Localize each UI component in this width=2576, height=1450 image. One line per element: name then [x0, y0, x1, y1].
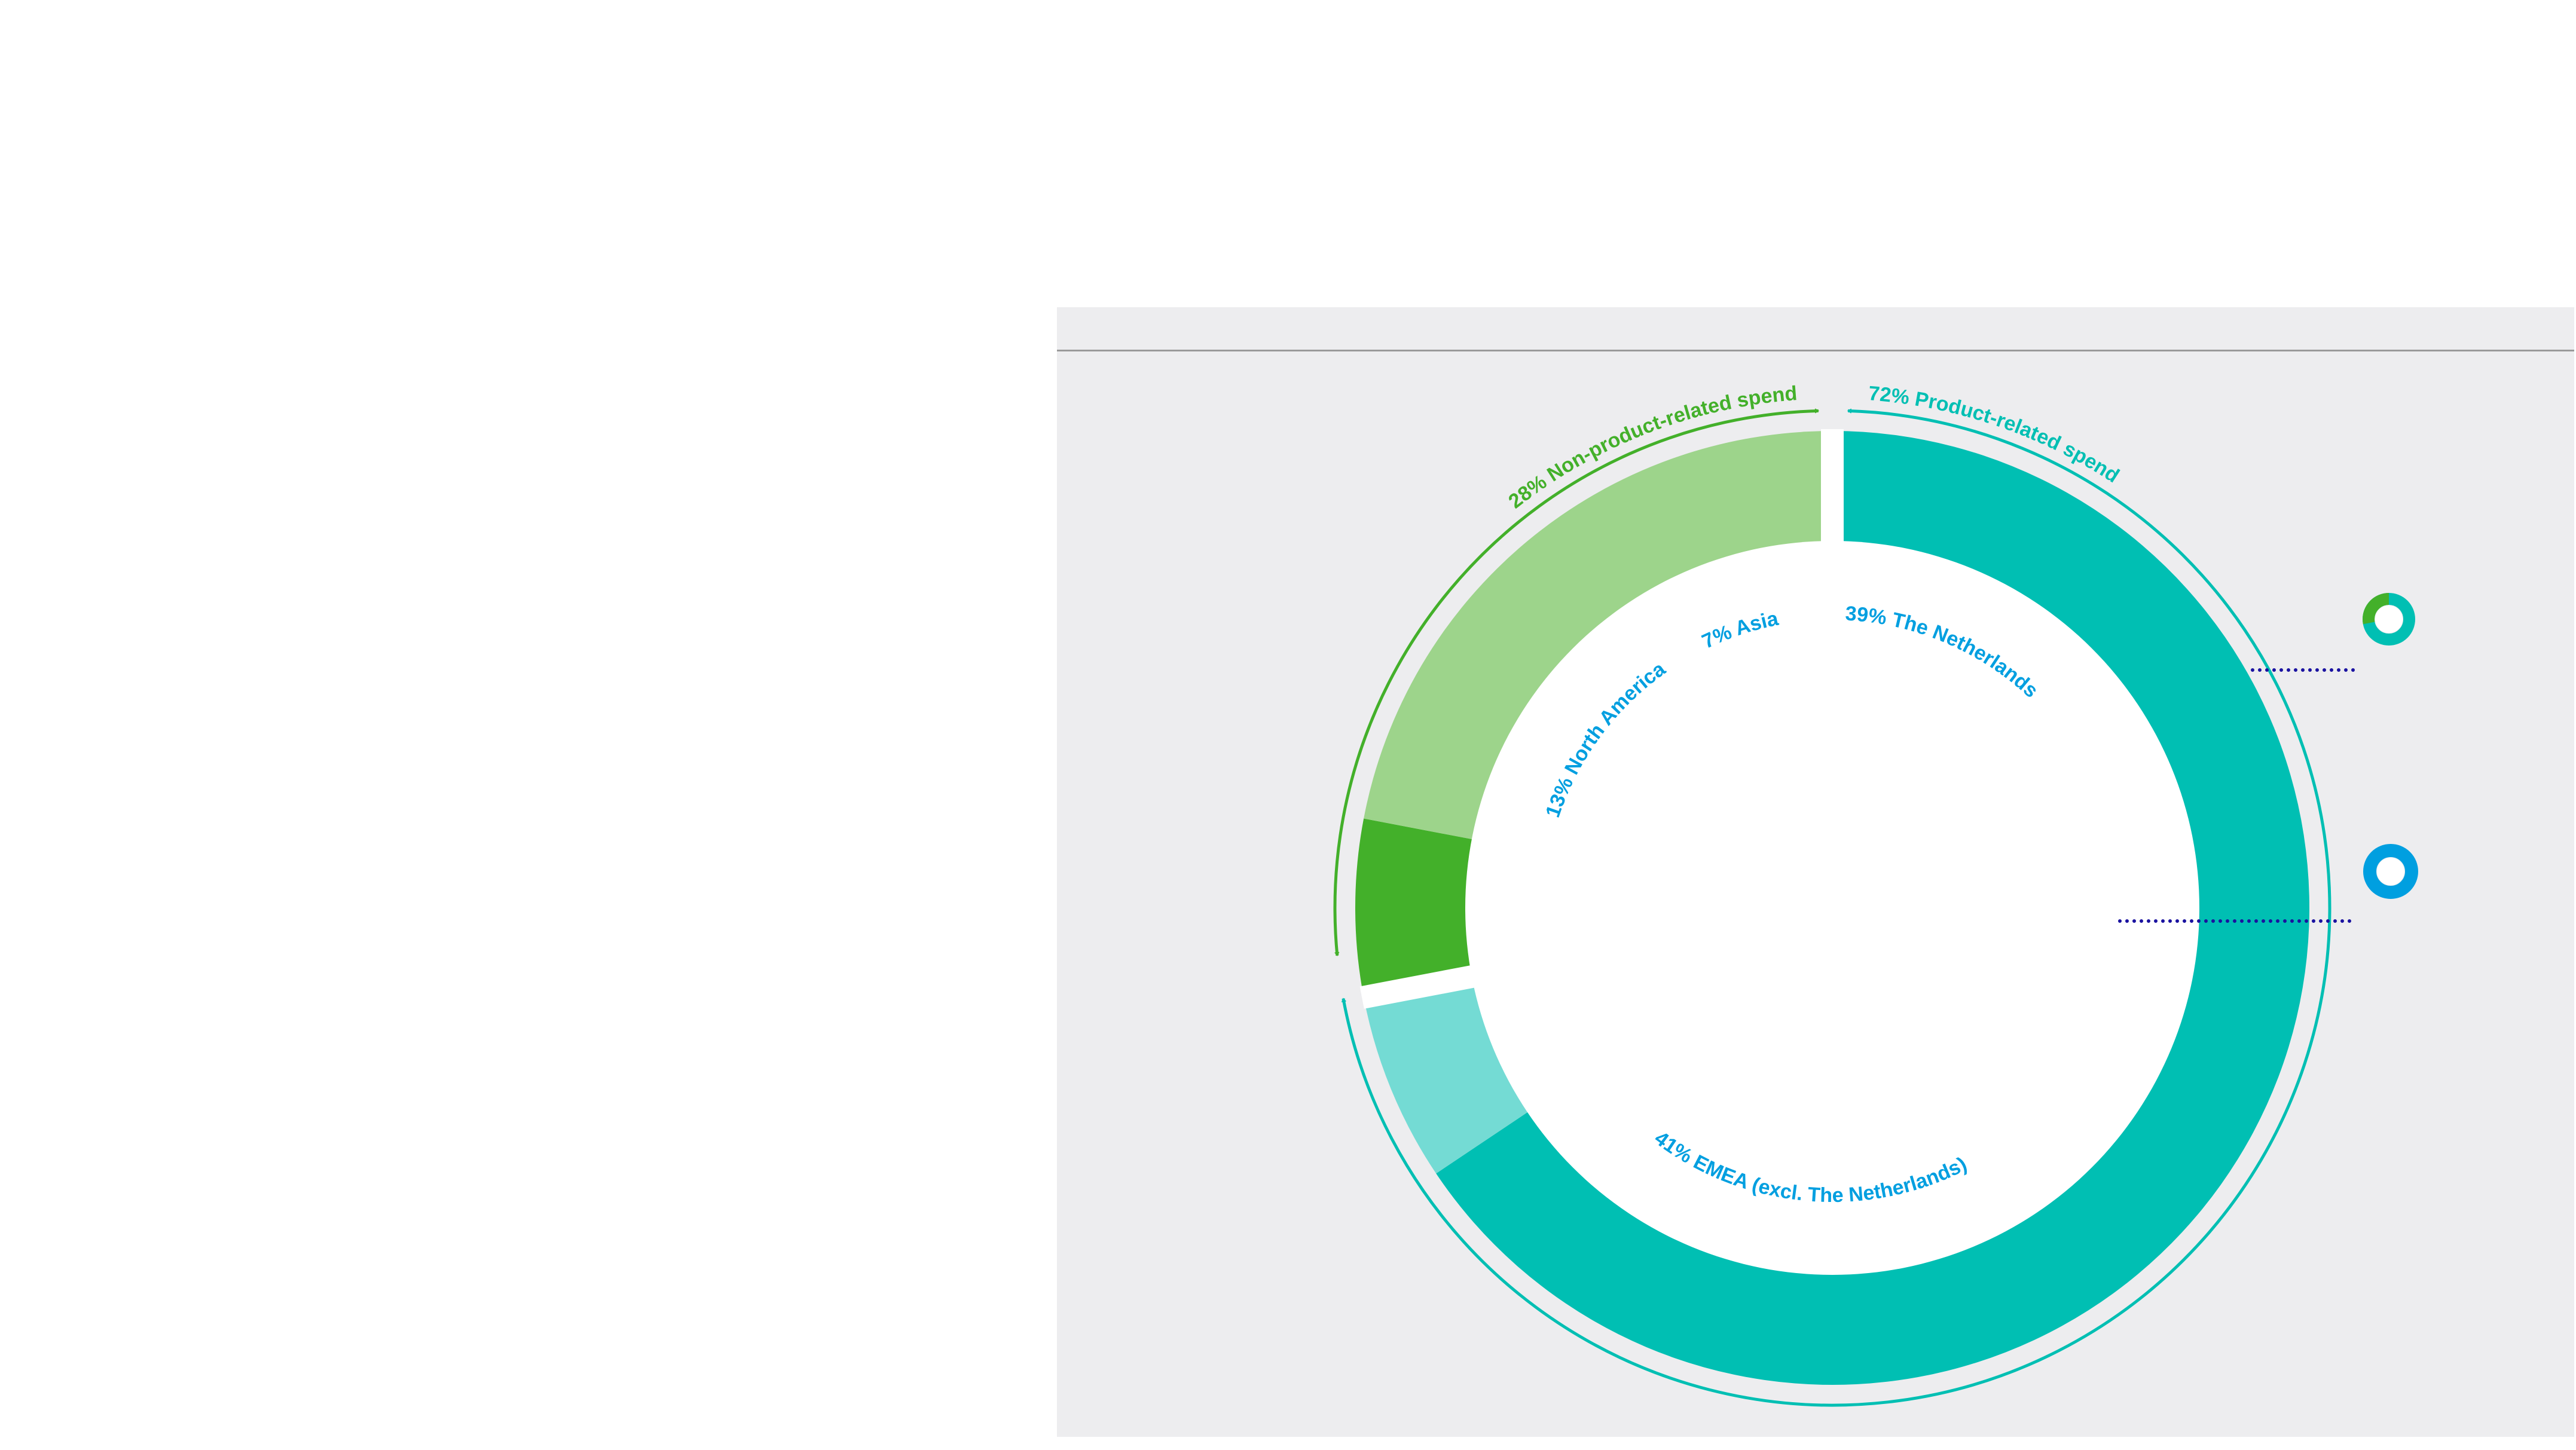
- donut-hole: [1465, 541, 2199, 1275]
- panel-divider: [1057, 350, 2574, 351]
- mini-donut-icon: [2363, 593, 2415, 646]
- product-bracket-arc: [1341, 408, 2331, 1407]
- blue-ring-icon: [2363, 844, 2418, 899]
